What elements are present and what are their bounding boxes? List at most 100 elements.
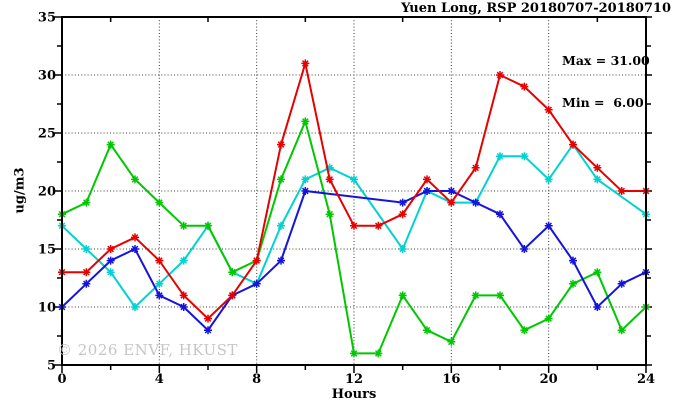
red-line-marker	[277, 140, 285, 149]
green-line-marker	[155, 198, 164, 207]
green-line-marker	[374, 349, 383, 358]
green-line-marker	[228, 268, 237, 277]
y-tick-label: 5	[47, 359, 56, 374]
red-line-marker	[301, 59, 310, 68]
red-line-marker	[520, 82, 529, 91]
cyan-line-marker	[496, 152, 504, 161]
blue-line-marker	[423, 187, 431, 195]
red-line-marker	[447, 198, 456, 207]
red-line-marker	[423, 175, 431, 184]
green-line-marker	[106, 140, 115, 149]
cyan-line-marker	[325, 163, 334, 172]
blue-line-marker	[471, 198, 480, 207]
green-line-marker	[520, 326, 529, 335]
green-line-marker	[496, 291, 504, 300]
blue-line-marker	[179, 303, 188, 311]
green-line-marker	[471, 291, 480, 300]
cyan-line-marker	[301, 175, 310, 184]
green-line-marker	[569, 279, 577, 288]
blue-line-marker	[496, 210, 504, 219]
x-tick-label: 12	[345, 372, 363, 387]
red-line-marker	[106, 245, 115, 253]
green-line-marker	[593, 268, 602, 277]
red-line-marker	[155, 256, 164, 265]
red-line-marker	[350, 221, 358, 230]
cyan-line-marker	[350, 175, 358, 184]
red-line-marker	[398, 210, 407, 219]
cyan-line-marker	[544, 175, 553, 184]
cyan-line-marker	[106, 268, 115, 277]
red-line-marker	[228, 291, 237, 300]
blue-line-marker	[398, 198, 407, 207]
blue-line-marker	[569, 256, 577, 265]
red-line-marker	[544, 105, 553, 114]
cyan-line-marker	[398, 245, 407, 253]
green-line-marker	[82, 198, 91, 207]
red-line-marker	[374, 221, 383, 230]
green-line-marker	[131, 175, 139, 184]
watermark: © 2026 ENVF, HKUST	[57, 341, 238, 359]
red-line-marker	[204, 314, 212, 323]
x-tick-label: 4	[155, 372, 164, 387]
y-tick-label: 35	[38, 11, 56, 26]
cyan-line-marker	[179, 256, 188, 265]
x-tick-label: 8	[252, 372, 261, 387]
x-tick-label: 20	[540, 372, 558, 387]
x-tick-label: 24	[637, 372, 655, 387]
green-line-marker	[544, 314, 553, 323]
green-line-marker	[398, 291, 407, 300]
blue-line-marker	[82, 279, 91, 288]
blue-line-marker	[447, 187, 456, 195]
blue-line-marker	[204, 326, 212, 335]
y-tick-label: 20	[38, 185, 56, 200]
cyan-line-marker	[155, 279, 164, 288]
red-line-marker	[496, 71, 504, 79]
plot-frame	[61, 16, 647, 366]
blue-line-marker	[617, 279, 626, 288]
red-line-marker	[252, 256, 261, 265]
green-line-marker	[301, 117, 310, 126]
red-line-marker	[131, 233, 139, 242]
green-line-marker	[277, 175, 285, 184]
cyan-line-marker	[520, 152, 529, 161]
y-tick-label: 30	[38, 69, 56, 84]
blue-line	[61, 189, 647, 332]
chart-title: Yuen Long, RSP 20180707-20180710	[401, 1, 671, 16]
cyan-line-marker	[82, 245, 91, 253]
blue-line-marker	[155, 291, 164, 300]
x-tick-label: 0	[57, 372, 66, 387]
blue-line-marker	[593, 303, 602, 311]
green-line-marker	[617, 326, 626, 335]
red-line-marker	[569, 140, 577, 149]
y-tick-label: 25	[38, 127, 56, 142]
green-line-marker	[179, 221, 188, 230]
cyan-line-marker	[593, 175, 602, 184]
green-line-marker	[204, 221, 212, 230]
y-tick-label: 15	[38, 243, 56, 258]
y-axis-label: ug/m3	[12, 167, 28, 214]
cyan-line-marker	[131, 303, 139, 311]
green-line-marker	[350, 349, 358, 358]
red-line-marker	[593, 163, 602, 172]
blue-line-marker	[131, 245, 139, 253]
min-stat: Min = 6.00	[562, 95, 644, 110]
blue-line-marker	[106, 256, 115, 265]
stats-legend: Max = 31.00 Min = 6.00	[562, 26, 650, 138]
cyan-line-marker	[277, 221, 285, 230]
red-line-marker	[471, 163, 480, 172]
blue-line-marker	[301, 187, 310, 195]
red-line-marker	[617, 187, 626, 195]
red-line-marker	[82, 268, 91, 277]
blue-line-marker	[277, 256, 285, 265]
blue-line-marker	[252, 279, 261, 288]
green-line-marker	[423, 326, 431, 335]
red-line-marker	[325, 175, 334, 184]
x-axis-label: Hours	[331, 387, 377, 402]
y-tick-label: 10	[38, 301, 56, 316]
green-line-marker	[447, 337, 456, 346]
blue-line-marker	[544, 221, 553, 230]
blue-line-marker	[520, 245, 529, 253]
max-stat: Max = 31.00	[562, 53, 650, 68]
